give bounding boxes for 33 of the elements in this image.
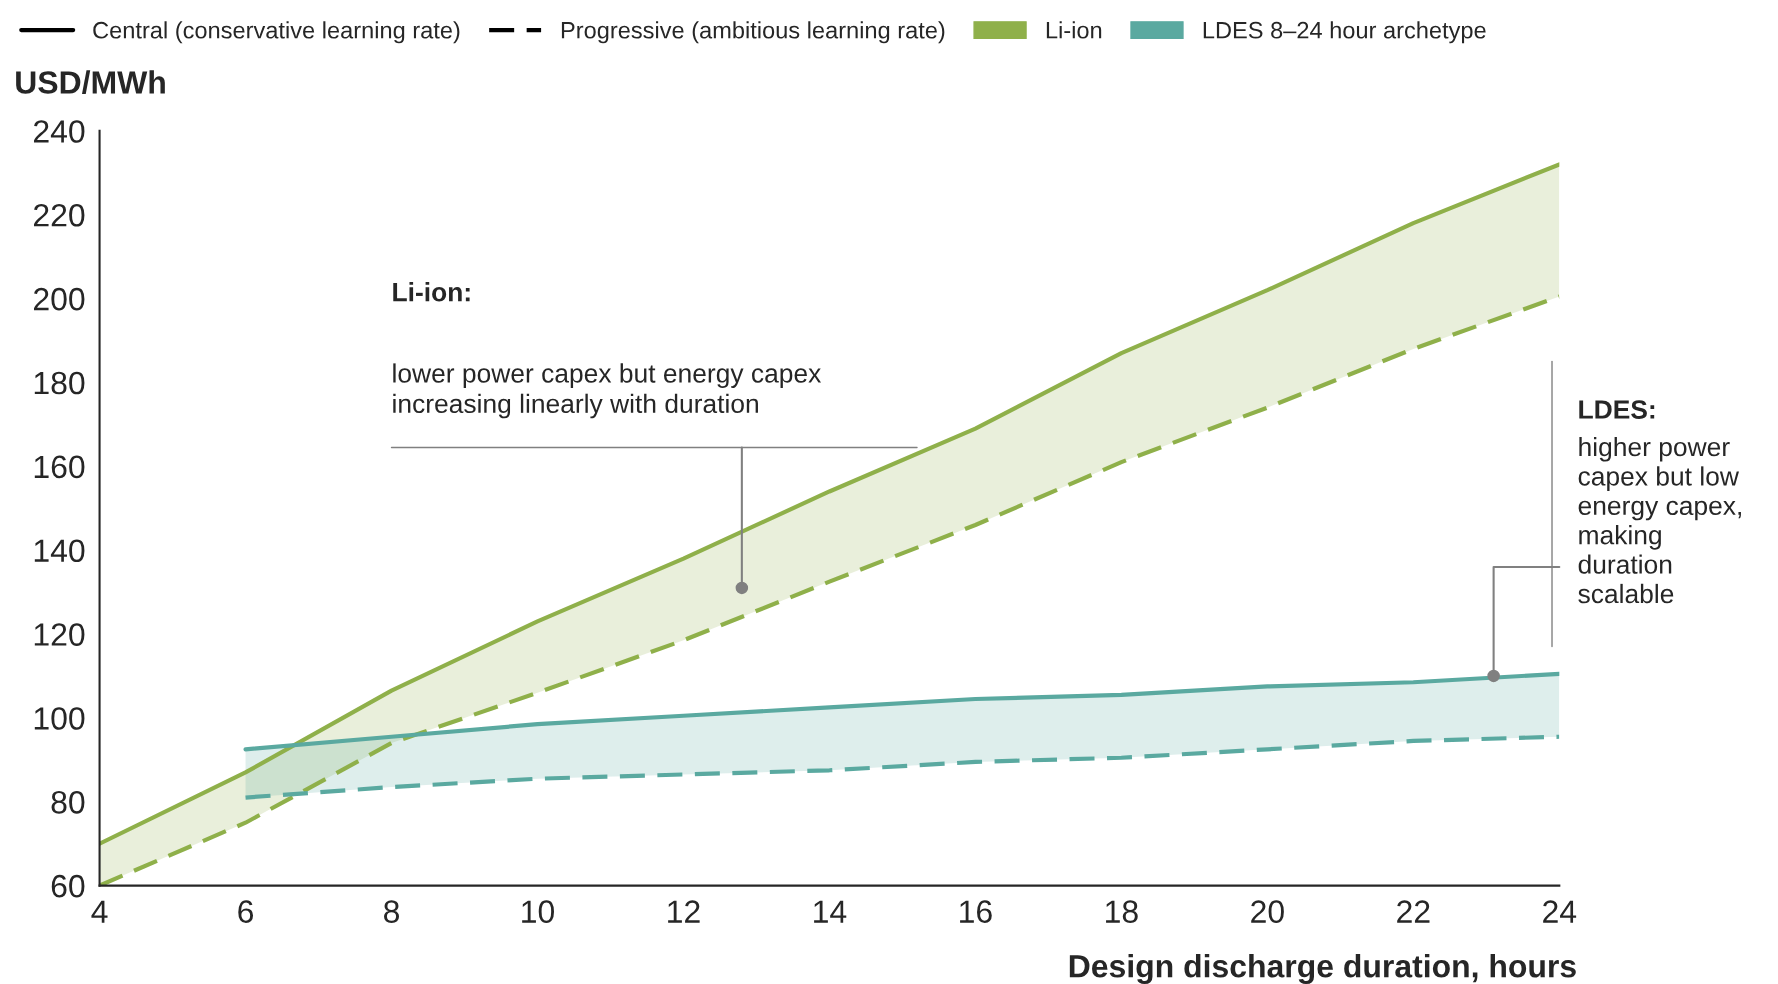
y-tick-label: 200 <box>33 287 85 311</box>
text: Central (conservative learning rate) <box>93 21 460 44</box>
text: LDES: <box>1579 400 1655 419</box>
x-tick-label: 14 <box>814 900 847 923</box>
x-tick-label: 4 <box>91 900 108 923</box>
x-tick-label: 12 <box>668 900 700 923</box>
x-tick-label: 16 <box>960 900 992 923</box>
text: Progressive (ambitious learning rate) <box>561 21 945 44</box>
y-tick-label: 160 <box>34 455 85 479</box>
legend-label: Li-ion <box>1046 21 1102 39</box>
y-tick-label: 140 <box>34 539 85 563</box>
annotation: lower power capex but energy capex increasing linearly with duration <box>393 363 822 419</box>
x-tick-label: 18 <box>1106 900 1138 923</box>
x-tick-label: 8 <box>384 900 400 923</box>
y-tick-label: 220 <box>33 204 85 227</box>
y-axis-title: USD/MWh <box>16 70 165 95</box>
x-axis-title: Design discharge duration, hours <box>1069 954 1576 984</box>
y-tick-label: 240 <box>33 120 85 143</box>
x-tick-label: 10 <box>522 900 555 923</box>
x-tick-label: 6 <box>238 900 254 923</box>
x-tick-label: 22 <box>1397 900 1430 923</box>
line-series <box>243 671 1560 752</box>
annotation: higher power capex but low energy capex, making duration scalable <box>1578 436 1741 604</box>
x-tick-label: 24 <box>1543 900 1577 923</box>
y-tick-label: 80 <box>51 791 85 814</box>
line-series <box>243 734 1560 800</box>
y-tick-label: 60 <box>51 874 85 898</box>
x-tick-label: 20 <box>1251 900 1284 923</box>
legend-label: LDES 8–24 hour archetype <box>1203 21 1486 44</box>
y-tick-label: 100 <box>34 707 85 730</box>
y-tick-label: 120 <box>34 623 85 646</box>
y-tick-label: 180 <box>34 371 85 395</box>
annotation: Li-ion: <box>393 282 470 302</box>
